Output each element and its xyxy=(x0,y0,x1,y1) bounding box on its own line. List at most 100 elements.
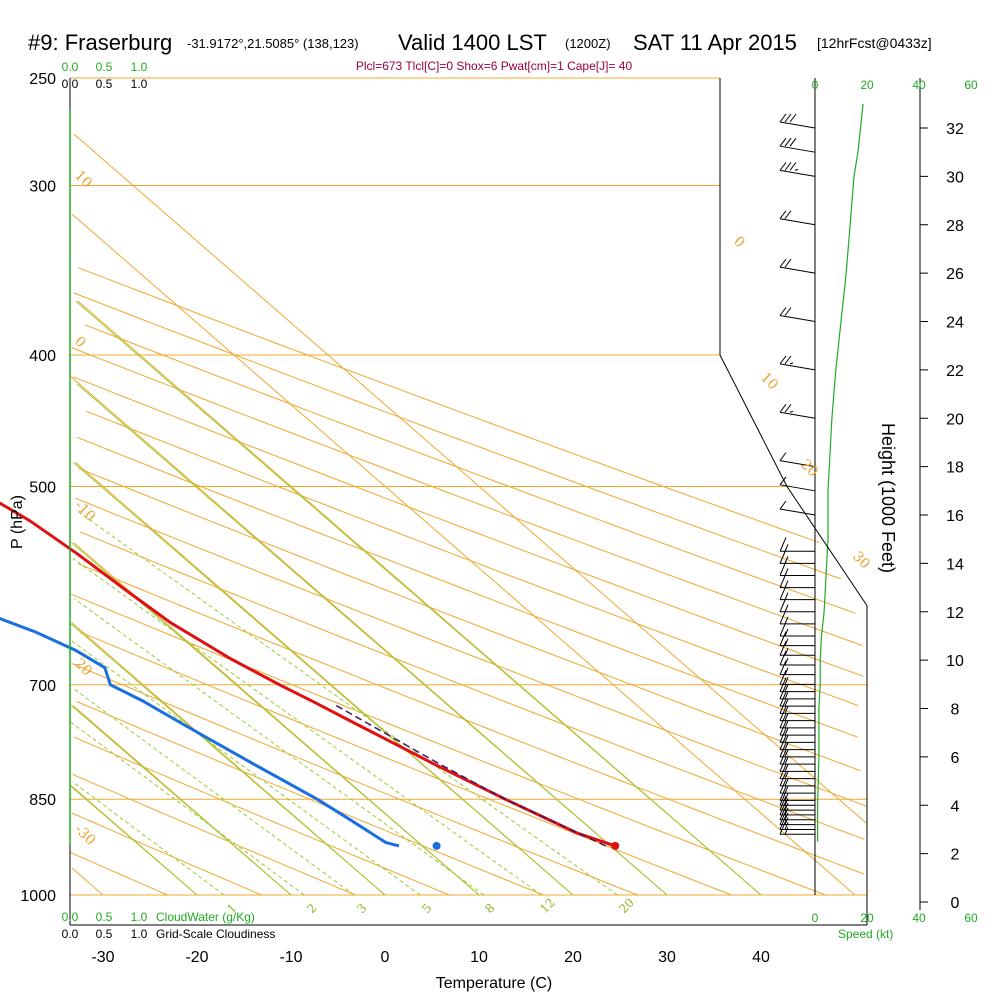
wind-barb-half-flag xyxy=(784,691,789,700)
moist-adiabat-line xyxy=(70,705,292,896)
wind-barb-flag xyxy=(779,355,787,365)
wind-barb-half-flag xyxy=(784,798,789,806)
surface-temperature-marker xyxy=(611,841,620,850)
wind-barb-shaft xyxy=(779,484,816,492)
wind-barb-flag xyxy=(784,258,792,268)
wind-barb xyxy=(779,113,816,129)
cloud-scale-tick-label: 0.5 xyxy=(96,60,113,74)
wind-barb xyxy=(779,452,816,468)
wind-barb-flag xyxy=(784,355,792,365)
mixing-ratio-label: 2 xyxy=(304,901,319,916)
wind-barb-half-flag xyxy=(784,778,789,787)
wind-barb xyxy=(779,537,815,552)
wind-barb-half-flag xyxy=(784,827,789,835)
wind-barb xyxy=(779,162,816,177)
wind-barb-flag xyxy=(779,805,787,820)
wind-barb xyxy=(779,258,816,274)
speed-tick-label-bottom: 20 xyxy=(860,911,874,925)
mixing-ratio-label: 12 xyxy=(537,895,558,916)
plot-right-edge xyxy=(719,78,868,925)
height-tick-label: 18 xyxy=(946,460,964,477)
speed-tick-label-top: 60 xyxy=(964,78,978,92)
mixing-ratio-line xyxy=(71,640,421,896)
wind-barb-shaft xyxy=(779,145,816,153)
moist-adiabat-line xyxy=(75,300,762,896)
moist-adiabat-line xyxy=(73,462,574,896)
cloud-scale-tick-label: 0.0 xyxy=(62,927,79,941)
wind-barb-flag xyxy=(779,137,787,147)
wind-barb-flag xyxy=(779,162,787,171)
temperature-tick-label: 30 xyxy=(658,949,676,966)
pressure-tick-label: 700 xyxy=(29,678,56,695)
isotherm-label: -30 xyxy=(71,822,98,849)
wind-barb-half-flag xyxy=(784,544,789,552)
pressure-tick-label: 1000 xyxy=(20,888,56,905)
valid-time: Valid 1400 LST xyxy=(398,30,547,55)
height-tick-label: 24 xyxy=(946,315,964,332)
dry-adiabat-line xyxy=(73,292,842,580)
wind-barb-half-flag xyxy=(784,568,789,576)
wind-barb-half-flag xyxy=(784,817,789,825)
wind-barb-half-flag xyxy=(784,785,789,794)
temperature-tick-label: -10 xyxy=(279,949,302,966)
mixing-ratio-line xyxy=(73,688,355,896)
mixing-ratio-line xyxy=(74,598,485,896)
cloud-scale-tick-label: 1.0 xyxy=(131,910,148,924)
mixing-ratio-line xyxy=(75,509,618,896)
wind-barb-half-flag xyxy=(784,756,789,765)
wind-barb xyxy=(779,307,816,322)
background-grid xyxy=(69,77,867,896)
isotherm-line xyxy=(71,213,856,896)
speed-tick-label-top: 20 xyxy=(860,78,874,92)
wind-barb-half-flag xyxy=(784,684,789,692)
height-tick-label: 16 xyxy=(946,508,964,525)
wind-barb-flag xyxy=(784,137,792,147)
height-tick-label: 26 xyxy=(946,266,964,283)
wind-barb-flag xyxy=(779,795,787,811)
height-tick-label: 14 xyxy=(946,556,964,573)
wind-barb-flag xyxy=(784,307,792,316)
moist-adiabat-line xyxy=(71,542,480,896)
cloud-scale-tick-label: 0.0 xyxy=(62,60,79,74)
dry-adiabat-line xyxy=(71,347,863,647)
cloud-scale-tick-label: 0.5 xyxy=(96,910,113,924)
height-tick-label: 10 xyxy=(946,653,964,670)
speed-tick-label-top: 0 xyxy=(812,78,819,92)
wind-barb-shaft xyxy=(779,218,816,226)
wind-barb-half-flag xyxy=(784,720,789,729)
wind-barb-shaft xyxy=(779,411,816,419)
wind-barb-half-flag xyxy=(784,764,789,772)
wind-barb-half-flag xyxy=(784,556,789,564)
wind-barb xyxy=(779,820,815,835)
height-tick-label: 28 xyxy=(946,218,964,235)
wind-barb-half-flag xyxy=(784,657,789,666)
wind-barb-half-flag xyxy=(784,822,789,830)
wind-barb-half-flag xyxy=(784,706,789,714)
wind-barb-half-flag xyxy=(784,749,789,758)
wind-barb-half-flag xyxy=(784,698,789,707)
station-title: #9: Fraserburg xyxy=(28,30,172,55)
height-tick-label: 4 xyxy=(951,798,960,815)
mixing-ratio-line xyxy=(72,558,542,896)
height-tick-label: 8 xyxy=(951,702,960,719)
wind-barb-flag xyxy=(779,670,787,685)
isotherm-label: 0 xyxy=(730,234,748,252)
wind-barb-flag xyxy=(779,537,787,552)
isotherm-line xyxy=(71,867,104,896)
wind-barb-flag xyxy=(789,162,797,171)
temperature-tick-label: 10 xyxy=(470,949,488,966)
wind-barb-flag xyxy=(784,210,792,220)
pressure-tick-label: 300 xyxy=(29,178,56,195)
wind-barb xyxy=(779,210,816,226)
wind-barb-half-flag xyxy=(784,713,789,721)
temperature-trace xyxy=(0,501,616,848)
station-coords: -31.9172°,21.5085° (138,123) xyxy=(187,36,359,51)
speed-tick-label-bottom: 60 xyxy=(964,911,978,925)
height-tick-label: 12 xyxy=(946,605,964,622)
wind-barb-half-flag xyxy=(784,735,789,743)
parcel-trace xyxy=(335,704,607,847)
temperature-tick-label: -20 xyxy=(185,949,208,966)
height-tick-label: 30 xyxy=(946,169,964,186)
